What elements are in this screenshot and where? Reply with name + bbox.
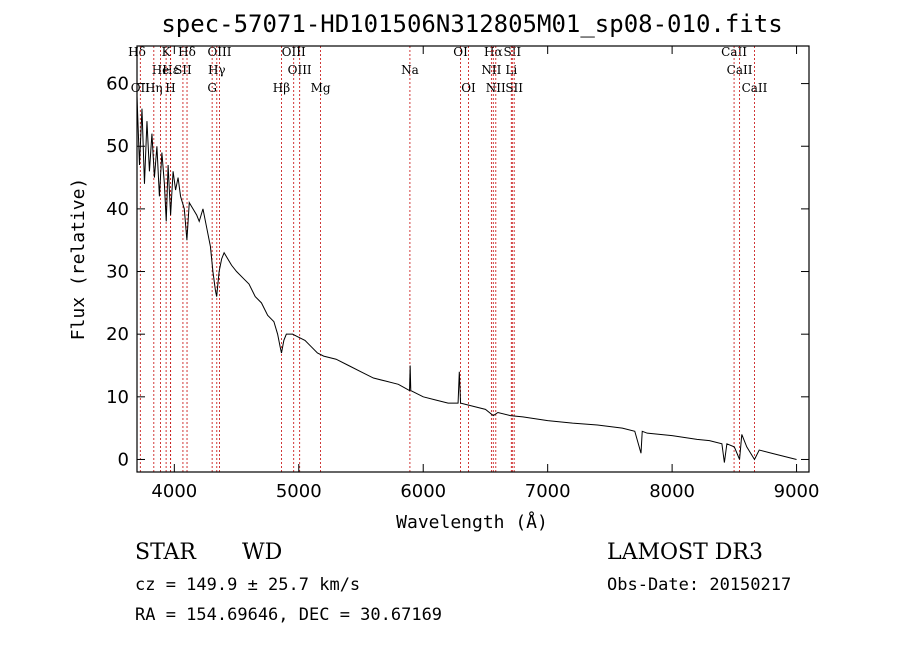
y-tick-label: 40 xyxy=(106,199,129,220)
spectral-line-label: OIII xyxy=(288,63,312,77)
x-tick-label: 5000 xyxy=(276,481,322,502)
y-tick-label: 30 xyxy=(106,262,129,283)
spectral-line-label: He xyxy=(152,63,170,77)
x-tick-label: 7000 xyxy=(525,481,571,502)
y-axis: 0 10 20 30 40 50 60 xyxy=(106,74,809,470)
x-tick-label: 4000 xyxy=(151,481,197,502)
y-axis-label: Flux (relative) xyxy=(68,178,89,341)
redshift-info: cz = 149.9 ± 25.7 km/s xyxy=(135,575,360,595)
spectral-line-label: CaII xyxy=(742,81,768,95)
coordinates: RA = 154.69646, DEC = 30.67169 xyxy=(135,605,442,625)
x-axis: 4000 5000 6000 7000 8000 9000 xyxy=(151,46,819,502)
spectral-line-label: OI xyxy=(461,81,476,95)
y-tick-label: 10 xyxy=(106,387,129,408)
spectral-line-label: G xyxy=(207,81,217,95)
x-tick-label: 9000 xyxy=(774,481,820,502)
spectral-line-label: SII xyxy=(503,45,521,59)
spectral-line-label: Mg xyxy=(311,81,331,95)
spectral-line-label: OIII xyxy=(282,45,306,59)
spectral-line-label: Hβ xyxy=(273,81,290,95)
plot-frame xyxy=(136,45,810,473)
spectral-line-label: Hα xyxy=(484,45,503,59)
spectral-line-label: Hγ xyxy=(208,63,226,77)
spectrum-line xyxy=(136,96,797,463)
y-tick-label: 60 xyxy=(106,74,129,95)
spectral-line-label: H xyxy=(165,81,175,95)
y-tick-label: 0 xyxy=(118,449,129,470)
spectral-line-label: Li xyxy=(505,63,517,77)
x-axis-label: Wavelength (Å) xyxy=(396,511,548,533)
spectral-line-label: SII xyxy=(505,81,523,95)
chart-title: spec-57071-HD101506N312805M01_sp08-010.f… xyxy=(161,10,782,38)
spectral-line-label: OII xyxy=(131,81,151,95)
x-tick-label: 8000 xyxy=(649,481,695,502)
y-tick-label: 50 xyxy=(106,136,129,157)
x-tick-label: 6000 xyxy=(400,481,446,502)
spectral-line-label: CaII xyxy=(727,63,753,77)
y-tick-label: 20 xyxy=(106,324,129,345)
object-class: STAR xyxy=(135,540,197,565)
spectral-line-label: NII xyxy=(481,63,501,77)
spectral-line-label: NII xyxy=(486,81,506,95)
spectral-line-label: OI xyxy=(453,45,468,59)
spectral-line-label: K xyxy=(162,45,172,59)
spectral-line-label: CaII xyxy=(721,45,747,59)
spectral-line-label: Hδ xyxy=(178,45,196,59)
observation-date: Obs-Date: 20150217 xyxy=(607,575,791,595)
object-subclass: WD xyxy=(242,540,282,565)
spectral-line-label: SII xyxy=(174,63,192,77)
spectral-line-label: Hη xyxy=(145,81,163,95)
spectral-line-label: OIII xyxy=(207,45,231,59)
spectral-line-label: Na xyxy=(401,63,419,77)
survey-name: LAMOST DR3 xyxy=(607,540,763,565)
